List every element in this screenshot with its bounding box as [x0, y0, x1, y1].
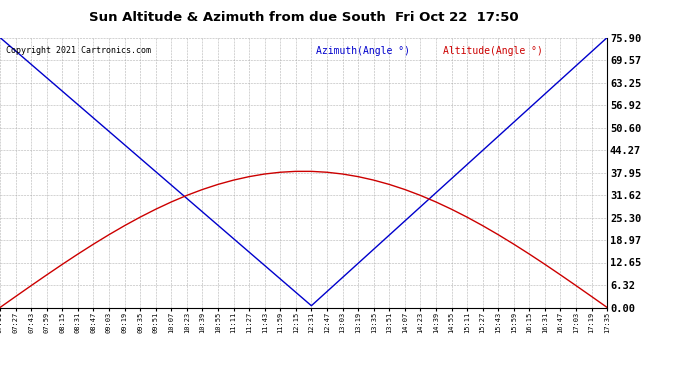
- Text: Sun Altitude & Azimuth from due South  Fri Oct 22  17:50: Sun Altitude & Azimuth from due South Fr…: [89, 11, 518, 24]
- Text: Copyright 2021 Cartronics.com: Copyright 2021 Cartronics.com: [6, 46, 151, 55]
- Text: Altitude(Angle °): Altitude(Angle °): [443, 46, 543, 56]
- Text: Azimuth(Angle °): Azimuth(Angle °): [316, 46, 410, 56]
